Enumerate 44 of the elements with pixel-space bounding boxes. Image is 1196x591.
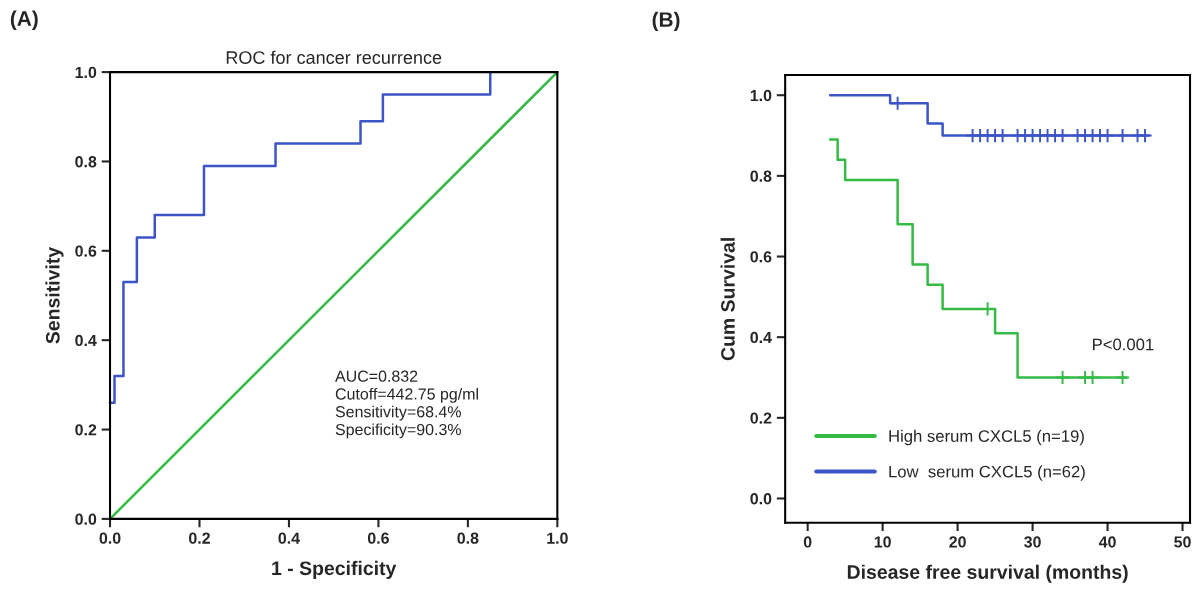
y-tick-label: 0.4 xyxy=(750,331,772,344)
annotation: AUC=0.832 Cutoff=442.75 pg/ml Sensitivity=68.4% Specificity=90.3% xyxy=(335,370,478,439)
y-tick-label: 0.4 xyxy=(75,334,97,347)
x-tick-label: 0.8 xyxy=(457,532,479,544)
x-tick-label: 1.0 xyxy=(547,532,568,544)
x-axis-title: 1 - Specificity xyxy=(272,560,397,579)
y-tick-label: 1.0 xyxy=(750,89,772,102)
point xyxy=(890,95,906,111)
point xyxy=(1114,369,1131,386)
x-tick-label: 50 xyxy=(1174,536,1191,548)
point xyxy=(1055,369,1071,386)
x-tick-label: 40 xyxy=(1098,536,1116,548)
x-tick-label: 0.0 xyxy=(99,532,121,544)
chart-title: ROC for cancer recurrence xyxy=(226,50,442,64)
x-tick-label: 0.4 xyxy=(278,532,300,544)
x-tick-label: 0 xyxy=(803,536,812,548)
text: (B) xyxy=(652,11,680,32)
x-tick-label: 0.2 xyxy=(189,532,210,544)
y-tick-label: 0.2 xyxy=(75,424,97,436)
point xyxy=(1085,369,1101,386)
legend-label: High serum CXCL5 (n=19) xyxy=(889,429,1084,446)
y-axis-title: Sensitivity xyxy=(45,246,64,344)
y-tick-label: 0.8 xyxy=(750,170,772,182)
y-axis-title: Cum Survival xyxy=(720,238,735,361)
x-tick-label: 0.6 xyxy=(367,532,389,544)
y-tick-label: 1.0 xyxy=(75,66,97,79)
point xyxy=(995,127,1011,144)
y-tick-label: 0.0 xyxy=(75,513,97,525)
y-tick-label: 0.6 xyxy=(750,251,772,263)
point xyxy=(1055,127,1071,144)
point xyxy=(1099,127,1116,144)
x-tick-label: 10 xyxy=(874,536,891,548)
point xyxy=(1114,127,1131,144)
y-tick-label: 0.0 xyxy=(750,493,772,505)
y-tick-label: 0.6 xyxy=(75,245,97,257)
legend-label: Low serum CXCL5 (n=62) xyxy=(889,465,1085,481)
y-tick-label: 0.2 xyxy=(750,412,772,424)
text: (A) xyxy=(10,10,38,30)
x-tick-label: 30 xyxy=(1024,536,1041,548)
annotation: P<0.001 xyxy=(1093,338,1154,351)
x-tick-label: 20 xyxy=(949,536,966,548)
y-tick-label: 0.8 xyxy=(75,156,97,168)
x-axis-title: Disease free survival (months) xyxy=(847,564,1128,583)
point xyxy=(1137,127,1153,144)
